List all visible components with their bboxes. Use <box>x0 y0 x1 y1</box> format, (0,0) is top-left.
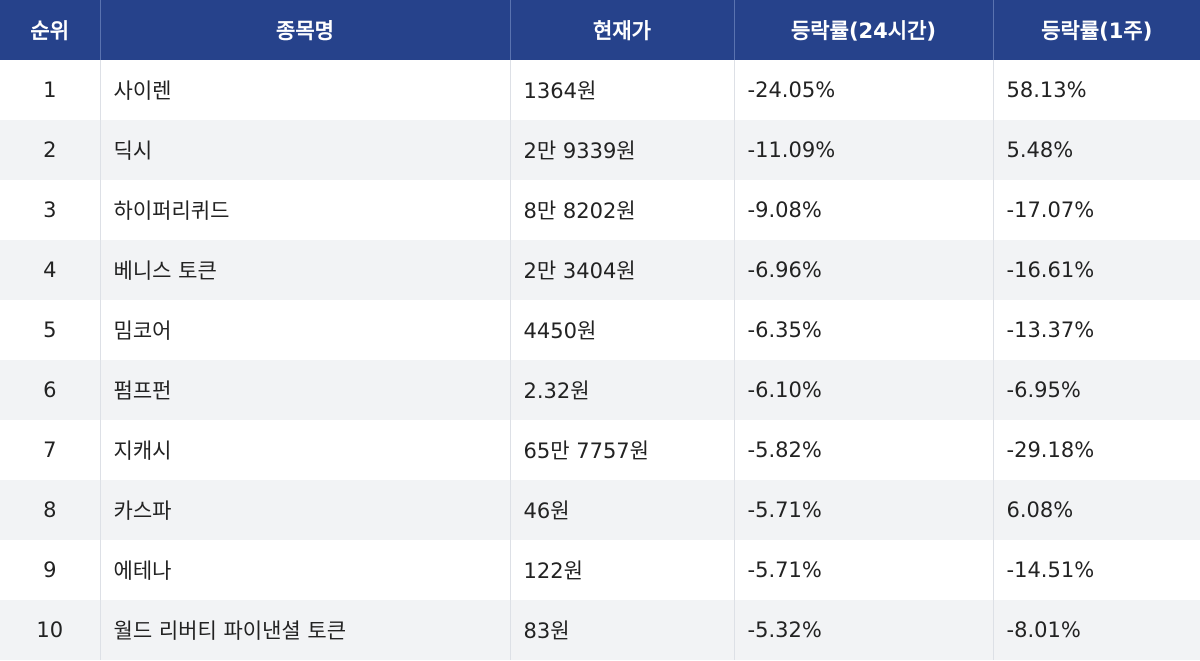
table-cell: 2 <box>0 120 100 180</box>
table-row: 7 지캐시 65만 7757원 -5.82% -29.18% <box>0 420 1200 480</box>
table-cell: -5.71% <box>733 480 993 540</box>
table-cell: 2.32원 <box>509 360 734 420</box>
header-cell: 등락률(1주) <box>992 0 1200 60</box>
table-cell: 1 <box>43 78 57 102</box>
table-cell: -8.01% <box>992 600 1200 660</box>
table-cell: -17.07% <box>992 180 1200 240</box>
table-cell: -13.37% <box>992 300 1200 360</box>
table-body: 1 사이렌 1364원 -24.05% 58.13% 2 딕시 2만 9339원 -11.09%… <box>0 60 1200 660</box>
table-cell: 에테나 <box>99 540 510 600</box>
table-cell: 베니스 토큰 <box>99 240 510 300</box>
table-cell: 2만 9339원 <box>509 120 734 180</box>
table-row: 4 베니스 토큰 2만 3404원 -6.96% -16.61% <box>0 240 1200 300</box>
table-cell: 46원 <box>509 480 734 540</box>
table-cell: -11.09% <box>733 120 993 180</box>
table-row: 1 사이렌 1364원 -24.05% 58.13% <box>0 60 1200 120</box>
table-cell: 9 <box>43 558 57 582</box>
table-cell: 1364원 <box>509 60 734 120</box>
table-cell: 83원 <box>509 600 734 660</box>
table-cell: -6.95% <box>992 360 1200 420</box>
table-cell: -6.10% <box>733 360 993 420</box>
header-row: 순위 종목명 현재가 등락률(24시간) 등락률(1주) <box>0 0 1200 60</box>
header-cell: 등락률(24시간) <box>733 0 993 60</box>
table-cell: 하이퍼리퀴드 <box>99 180 510 240</box>
table-cell: 펌프펀 <box>99 360 510 420</box>
table-cell: 카스파 <box>99 480 510 540</box>
table-cell: 4450원 <box>509 300 734 360</box>
table-cell: -5.82% <box>733 420 993 480</box>
table-cell: 3 <box>43 198 57 222</box>
table-cell: 4 <box>0 240 100 300</box>
table-row: 9 에테나 122원 -5.71% -14.51% <box>0 540 1200 600</box>
table-cell: 지캐시 <box>99 420 510 480</box>
table-cell: 월드 리버티 파이낸셜 토큰 <box>99 600 510 660</box>
table-cell: 딕시 <box>99 120 510 180</box>
table-cell: -6.96% <box>733 240 993 300</box>
table-cell: 5.48% <box>992 120 1200 180</box>
table-row: 8 카스파 46원 -5.71% 6.08% <box>0 480 1200 540</box>
table-cell: 8만 8202원 <box>509 180 734 240</box>
table-cell: 7 <box>43 438 57 462</box>
table-cell: -16.61% <box>992 240 1200 300</box>
table-cell: 6 <box>0 360 100 420</box>
table-cell: -5.71% <box>733 540 993 600</box>
header-cell: 현재가 <box>509 0 734 60</box>
table-cell: -6.35% <box>733 300 993 360</box>
table-row: 6 펌프펀 2.32원 -6.10% -6.95% <box>0 360 1200 420</box>
table-cell: 밈코어 <box>99 300 510 360</box>
table-cell: 10 <box>0 600 100 660</box>
table-row: 10 월드 리버티 파이낸셜 토큰 83원 -5.32% -8.01% <box>0 600 1200 660</box>
table-cell: 6.08% <box>992 480 1200 540</box>
table-row: 5 밈코어 4450원 -6.35% -13.37% <box>0 300 1200 360</box>
table-cell: -14.51% <box>992 540 1200 600</box>
table-cell: -29.18% <box>992 420 1200 480</box>
table-row: 3 하이퍼리퀴드 8만 8202원 -9.08% -17.07% <box>0 180 1200 240</box>
table-cell: 8 <box>0 480 100 540</box>
table-cell: 58.13% <box>992 60 1200 120</box>
table-cell: 122원 <box>509 540 734 600</box>
table-cell: 2만 3404원 <box>509 240 734 300</box>
table-cell: 65만 7757원 <box>509 420 734 480</box>
table-cell: -24.05% <box>733 60 993 120</box>
table-cell: 5 <box>43 318 57 342</box>
header-cell: 순위 <box>0 0 100 60</box>
table-cell: -5.32% <box>733 600 993 660</box>
table-header: 순위 종목명 현재가 등락률(24시간) 등락률(1주) <box>0 0 1200 60</box>
table-row: 2 딕시 2만 9339원 -11.09% 5.48% <box>0 120 1200 180</box>
table-cell: -9.08% <box>733 180 993 240</box>
table-cell: 사이렌 <box>99 60 510 120</box>
header-cell: 종목명 <box>99 0 510 60</box>
